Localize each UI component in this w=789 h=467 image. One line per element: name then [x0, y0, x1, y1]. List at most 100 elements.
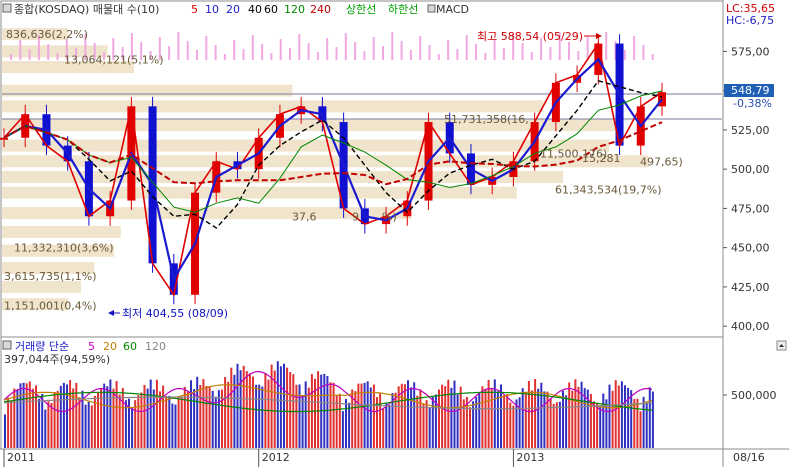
volume-bar — [202, 379, 205, 448]
macd-bar — [84, 34, 87, 60]
volume-bar — [555, 402, 558, 448]
macd-bar — [577, 51, 580, 60]
volume-bar — [617, 385, 620, 448]
volume-bar — [620, 381, 623, 448]
volume-bar — [478, 393, 481, 448]
volume-bar — [586, 389, 589, 448]
volume-bar — [552, 403, 555, 448]
volume-bar — [109, 379, 112, 448]
volume-panel-title: 거래량 단순 — [15, 340, 69, 353]
volume-profile-label: 11,332,310(3,6%) — [14, 242, 114, 255]
macd-bar — [484, 53, 487, 60]
volume-bar — [580, 381, 583, 448]
volume-bar — [537, 388, 540, 448]
volume-bar — [103, 383, 106, 448]
volume-bar — [162, 385, 165, 448]
volume-bar — [369, 387, 372, 448]
volume-bar — [59, 385, 62, 448]
macd-box-icon[interactable] — [427, 4, 436, 13]
volume-ma-lines — [3, 370, 727, 413]
collapse-icon — [779, 344, 784, 347]
volume-bar — [574, 379, 577, 448]
macd-bar — [186, 41, 189, 60]
legend-box-icon[interactable] — [2, 3, 12, 13]
volume-bar — [335, 395, 338, 448]
volume-bar — [599, 406, 602, 448]
volume-profile-bar — [2, 244, 115, 257]
volume-bar — [13, 388, 16, 448]
y-tick-label: 525,00 — [731, 124, 770, 137]
volume-bar — [87, 401, 90, 448]
volume-bar — [186, 391, 189, 448]
macd-bar — [75, 48, 78, 60]
volume-bar — [602, 393, 605, 448]
x-tick-label: 2012 — [262, 451, 290, 464]
macd-bar — [465, 35, 468, 60]
volume-bar — [493, 379, 496, 448]
volume-bar — [230, 367, 233, 448]
volume-bar — [276, 361, 279, 448]
y-tick-label: 400,00 — [731, 320, 770, 333]
volume-bar — [475, 396, 478, 448]
volume-bar — [549, 398, 552, 448]
macd-bar — [242, 49, 245, 60]
volume-bar — [496, 391, 499, 448]
volume-bar — [252, 376, 254, 448]
volume-bar — [484, 388, 487, 448]
macd-bar — [112, 38, 115, 60]
volume-bar — [208, 386, 211, 448]
macd-bar — [614, 41, 617, 60]
volume-bar — [397, 386, 400, 448]
macd-bar — [372, 37, 375, 60]
volume-bar — [453, 380, 456, 448]
volume-bar — [431, 396, 434, 448]
volume-bar — [642, 396, 645, 448]
volume-bar — [469, 407, 471, 448]
macd-bar — [382, 46, 384, 60]
volume-bar — [639, 411, 642, 448]
volume-bar — [506, 394, 509, 448]
volume-profile-labels: 836,636(2,2%) 13,064,121(5,1%) 51,731,358(… — [4, 28, 683, 313]
volume-bar — [38, 398, 41, 448]
volume-bar — [22, 382, 25, 448]
volume-bar — [112, 388, 115, 448]
volume-bar — [283, 363, 285, 448]
volume-bar — [562, 390, 564, 448]
volume-bar — [317, 371, 320, 448]
macd-histogram — [10, 32, 654, 60]
volume-bar — [543, 391, 546, 448]
volume-bar — [403, 384, 406, 448]
volume-bar — [651, 391, 654, 448]
volume-bar — [385, 402, 388, 448]
volume-bar — [10, 400, 13, 448]
volume-bar — [583, 388, 586, 448]
volume-bar — [118, 394, 121, 448]
volume-bar — [462, 399, 465, 448]
volume-bar — [487, 380, 490, 448]
macd-bar — [270, 53, 273, 60]
volume-bar — [177, 397, 180, 448]
panel-controls — [776, 340, 787, 351]
volume-bar — [531, 390, 533, 448]
volume-bar — [47, 401, 50, 448]
volume-bar — [472, 401, 475, 448]
volume-legend-ma-60: 60 — [123, 340, 137, 353]
macd-bar — [428, 45, 431, 60]
volume-legend-box-icon[interactable] — [2, 340, 12, 350]
y-tick-label: 425,00 — [731, 281, 770, 294]
macd-bar — [223, 54, 226, 60]
volume-bar — [53, 391, 56, 448]
macd-bar — [521, 43, 524, 60]
macd-bar — [409, 50, 412, 60]
macd-bar — [298, 34, 301, 60]
volume-bar — [363, 382, 366, 448]
macd-bar — [568, 42, 570, 60]
volume-bar — [211, 390, 214, 448]
y-tick-label: 500,00 — [731, 163, 770, 176]
volume-bar — [100, 388, 103, 448]
volume-bar — [286, 367, 289, 448]
volume-bar — [534, 378, 537, 448]
volume-bar — [270, 364, 273, 448]
volume-bar — [295, 384, 298, 448]
